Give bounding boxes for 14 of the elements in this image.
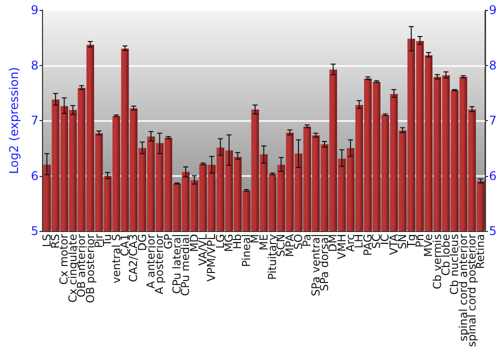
y-tick-label: 5 [30, 224, 39, 238]
y2-tick-label: 8 [489, 58, 497, 72]
y2-tick-label: 6 [489, 168, 497, 183]
x-tick-label: A posterior [153, 234, 166, 294]
y-axis-title: Log2 (expression) [7, 67, 21, 174]
y-tick-label: 6 [30, 168, 39, 183]
y-tick-label: 7 [30, 114, 39, 128]
x-tick-label: ME [257, 234, 270, 250]
x-tick-label: Retina [474, 234, 488, 270]
y2-tick-label: 9 [489, 3, 497, 17]
y2-tick-label: 5 [489, 224, 497, 238]
y-tick-label: 8 [30, 58, 39, 72]
y2-tick-label: 7 [489, 114, 497, 128]
y-tick-label: 9 [30, 3, 39, 17]
